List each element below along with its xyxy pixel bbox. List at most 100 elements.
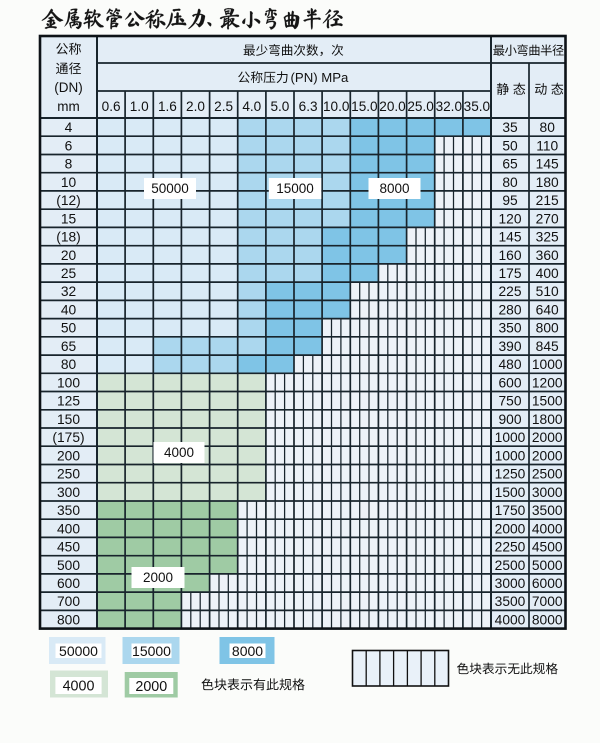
svg-text:1800: 1800 [532,412,563,427]
svg-text:65: 65 [61,339,77,354]
svg-text:15000: 15000 [276,181,314,196]
svg-text:900: 900 [498,412,521,427]
svg-text:160: 160 [498,248,521,263]
svg-text:360: 360 [536,248,559,263]
svg-text:350: 350 [57,503,80,518]
svg-text:390: 390 [498,339,521,354]
svg-text:0.6: 0.6 [102,99,121,114]
svg-text:(18): (18) [56,230,81,245]
svg-text:50000: 50000 [151,181,189,196]
svg-text:6.3: 6.3 [299,99,318,114]
svg-text:3500: 3500 [532,503,563,518]
svg-text:(175): (175) [52,430,84,445]
svg-text:5.0: 5.0 [270,99,289,114]
svg-text:1.0: 1.0 [130,99,149,114]
svg-text:150: 150 [57,412,80,427]
svg-text:1.6: 1.6 [158,99,177,114]
svg-text:20: 20 [61,248,77,263]
svg-text:15000: 15000 [132,643,171,659]
svg-text:8000: 8000 [232,643,263,659]
svg-text:100: 100 [57,375,80,390]
svg-text:200: 200 [57,448,80,463]
svg-text:500: 500 [57,558,80,573]
svg-text:7000: 7000 [532,594,563,609]
svg-text:250: 250 [57,467,80,482]
svg-text:(DN): (DN) [54,80,83,95]
svg-text:800: 800 [57,613,80,628]
svg-text:25.0: 25.0 [407,99,434,114]
svg-text:4000: 4000 [495,613,526,628]
svg-text:20.0: 20.0 [379,99,406,114]
svg-text:2000: 2000 [135,679,167,695]
svg-text:4000: 4000 [63,679,95,695]
svg-text:125: 125 [57,394,80,409]
svg-text:120: 120 [498,211,521,226]
svg-text:(PN) MPa: (PN) MPa [291,70,350,85]
svg-text:180: 180 [536,175,559,190]
svg-text:8: 8 [65,157,73,172]
svg-text:400: 400 [536,266,559,281]
svg-text:2000: 2000 [495,521,526,536]
svg-text:800: 800 [536,321,559,336]
svg-text:145: 145 [536,157,559,172]
svg-text:1500: 1500 [495,485,526,500]
svg-text:10: 10 [61,175,77,190]
svg-text:640: 640 [536,303,559,318]
svg-text:40: 40 [61,303,77,318]
svg-text:50: 50 [502,138,518,153]
svg-text:3500: 3500 [495,594,526,609]
svg-text:2.5: 2.5 [214,99,233,114]
svg-text:35: 35 [502,120,518,135]
svg-text:300: 300 [57,485,80,500]
svg-text:95: 95 [502,193,518,208]
svg-text:2500: 2500 [495,558,526,573]
svg-text:50000: 50000 [59,643,98,659]
svg-text:32: 32 [61,284,76,299]
svg-text:1500: 1500 [532,394,563,409]
svg-text:1000: 1000 [495,430,526,445]
svg-text:225: 225 [498,284,521,299]
svg-text:15: 15 [61,211,77,226]
svg-text:10.0: 10.0 [323,99,350,114]
svg-text:32.0: 32.0 [436,99,463,114]
svg-text:80: 80 [540,120,556,135]
svg-text:1000: 1000 [532,357,563,372]
svg-text:1000: 1000 [495,448,526,463]
svg-text:2500: 2500 [532,467,563,482]
svg-text:15.0: 15.0 [351,99,378,114]
svg-text:400: 400 [57,521,80,536]
svg-text:25: 25 [61,266,77,281]
svg-text:6000: 6000 [532,576,563,591]
svg-text:2.0: 2.0 [186,99,205,114]
svg-text:2000: 2000 [532,430,563,445]
svg-text:510: 510 [536,284,559,299]
svg-text:480: 480 [498,357,521,372]
svg-text:450: 450 [57,540,80,555]
svg-text:750: 750 [498,394,521,409]
svg-text:4500: 4500 [532,540,563,555]
svg-text:(12): (12) [56,193,81,208]
svg-text:65: 65 [502,157,518,172]
svg-text:80: 80 [61,357,77,372]
svg-text:2250: 2250 [495,540,526,555]
svg-text:1250: 1250 [495,467,526,482]
svg-text:175: 175 [498,266,521,281]
svg-text:600: 600 [498,375,521,390]
svg-text:215: 215 [536,193,559,208]
svg-text:270: 270 [536,211,559,226]
svg-text:600: 600 [57,576,80,591]
svg-text:4: 4 [65,120,73,135]
svg-text:3000: 3000 [532,485,563,500]
svg-text:50: 50 [61,321,77,336]
svg-text:1750: 1750 [495,503,526,518]
svg-text:280: 280 [498,303,521,318]
svg-text:8000: 8000 [532,613,563,628]
svg-text:110: 110 [536,138,558,153]
svg-text:4.0: 4.0 [242,99,261,114]
svg-text:325: 325 [536,230,559,245]
svg-text:5000: 5000 [532,558,563,573]
svg-text:4000: 4000 [164,445,194,460]
svg-text:145: 145 [498,230,521,245]
svg-text:2000: 2000 [143,570,173,585]
svg-text:3000: 3000 [495,576,526,591]
